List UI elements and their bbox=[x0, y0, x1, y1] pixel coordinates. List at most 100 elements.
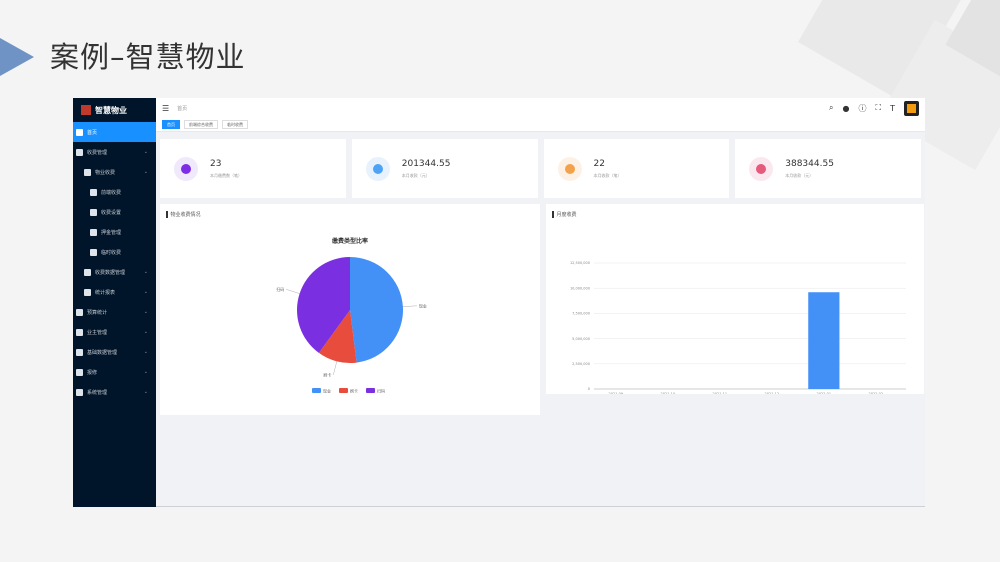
search-icon[interactable]: ⌕ bbox=[829, 103, 834, 112]
menu-toggle-icon[interactable]: ☰ bbox=[162, 103, 170, 113]
fullscreen-icon[interactable]: ⛶ bbox=[875, 103, 882, 112]
sidebar-item[interactable]: 收费设置 bbox=[73, 202, 156, 222]
sidebar-item[interactable]: 系统管理 ⌄ bbox=[73, 382, 156, 402]
sidebar-item[interactable]: 基础数据管理 ⌄ bbox=[73, 342, 156, 362]
stat-value: 388344.55 bbox=[785, 158, 834, 169]
sidebar: 智慧物业 首页 收费管理 ⌄ 物业收费 ⌄ 前端收费收费设置押金管理临时收费收费数据管理 ⌄… bbox=[73, 98, 156, 507]
stat-label: 本月收款（元） bbox=[785, 172, 814, 178]
sidebar-item[interactable]: 押金管理 bbox=[73, 222, 156, 242]
stat-card: 23 本月缴费数（笔） bbox=[160, 139, 346, 198]
help-icon[interactable]: ⓘ bbox=[858, 103, 867, 113]
stat-card: 22 本月收款（笔） bbox=[543, 139, 730, 198]
user-icon bbox=[76, 328, 83, 336]
grid-icon bbox=[84, 268, 91, 276]
money-icon bbox=[76, 148, 83, 156]
legend-label[interactable]: 现金 bbox=[323, 388, 331, 394]
y-tick-label: 0 bbox=[588, 387, 590, 391]
legend-label[interactable]: 扫码 bbox=[377, 388, 385, 394]
sidebar-item[interactable]: 报修 ⌄ bbox=[73, 362, 156, 382]
stat-card-icon bbox=[557, 156, 582, 181]
stat-cards: 23 本月缴费数（笔） 201344.55 本月收款（元） 22 本月收款（笔） 38834… bbox=[156, 139, 925, 198]
tag-item[interactable]: 前端综合收费 bbox=[184, 120, 218, 129]
legend-label[interactable]: 刷卡 bbox=[350, 388, 358, 394]
sidebar-item-label: 统计报表 bbox=[95, 289, 116, 296]
chevron-down-icon: ⌄ bbox=[143, 329, 148, 335]
stat-card-icon bbox=[174, 156, 198, 181]
pie-label: 刷卡 bbox=[323, 371, 331, 377]
stat-card-icon bbox=[749, 156, 774, 181]
database-icon bbox=[76, 348, 83, 356]
stat-icon-dot bbox=[756, 163, 767, 174]
tag-item[interactable]: 首页 bbox=[162, 120, 180, 129]
pie-slice[interactable] bbox=[297, 257, 350, 353]
sidebar-item-label: 基础数据管理 bbox=[87, 349, 118, 356]
chevron-down-icon: ⌄ bbox=[143, 169, 148, 175]
x-tick-label: 2021-10 bbox=[661, 392, 676, 394]
bar[interactable] bbox=[808, 292, 840, 389]
bar-chart: 0 2,500,000 5,000,000 7,500,000 10,000,000 12… bbox=[570, 261, 906, 394]
sidebar-item[interactable]: 首页 bbox=[73, 122, 156, 142]
sidebar-item-label: 物业收费 bbox=[95, 169, 116, 176]
stat-icon-dot bbox=[372, 163, 383, 174]
sidebar-item-label: 收费设置 bbox=[101, 209, 122, 216]
x-tick-label: 2022-01 bbox=[817, 392, 832, 394]
slide-title: 案例–智慧物业 bbox=[50, 40, 246, 74]
tag-item[interactable]: 临时收费 bbox=[222, 120, 248, 129]
chart-icon bbox=[76, 308, 83, 316]
stat-value: 22 bbox=[593, 158, 605, 169]
chevron-down-icon: ⌄ bbox=[143, 349, 148, 355]
pie-label-line bbox=[333, 361, 338, 375]
sidebar-item[interactable]: 统计报表 ⌄ bbox=[73, 282, 156, 302]
stat-icon-dot bbox=[181, 163, 191, 174]
toolbar: ⌕ ● ⓘ ⛶ T bbox=[829, 100, 919, 116]
sidebar-item[interactable]: 前端收费 bbox=[73, 182, 156, 202]
sidebar-item[interactable]: 收费管理 ⌄ bbox=[73, 142, 156, 162]
github-icon[interactable]: ● bbox=[842, 103, 850, 113]
sidebar-item-label: 前端收费 bbox=[101, 189, 122, 196]
document-icon bbox=[90, 228, 97, 236]
legend-swatch[interactable] bbox=[366, 388, 375, 393]
chevron-down-icon: ⌄ bbox=[143, 269, 148, 275]
sidebar-item[interactable]: 业主管理 ⌄ bbox=[73, 322, 156, 342]
bar-panel-title: 月度收费 bbox=[546, 204, 924, 225]
tool-icon bbox=[76, 368, 83, 376]
sidebar-item-label: 报修 bbox=[87, 369, 98, 376]
font-size-icon[interactable]: T bbox=[890, 103, 895, 113]
pie-slice[interactable] bbox=[350, 257, 404, 363]
y-tick-label: 5,000,000 bbox=[572, 337, 590, 341]
logo-icon bbox=[81, 105, 91, 115]
stat-card-body: 388344.55 本月收款（元） bbox=[785, 159, 834, 179]
x-tick-label: 2021-12 bbox=[765, 392, 780, 394]
avatar[interactable] bbox=[904, 100, 919, 116]
y-tick-label: 2,500,000 bbox=[572, 362, 590, 366]
sidebar-item-label: 临时收费 bbox=[101, 249, 122, 256]
pie-label: 现金 bbox=[419, 302, 427, 308]
scroll-shadow bbox=[156, 506, 925, 507]
legend-swatch[interactable] bbox=[312, 388, 321, 393]
chevron-down-icon: ⌄ bbox=[143, 289, 148, 295]
stat-value: 23 bbox=[210, 158, 222, 169]
pie-label: 扫码 bbox=[276, 286, 284, 292]
sidebar-item[interactable]: 物业收费 ⌄ bbox=[73, 162, 156, 182]
sidebar-item-label: 预算统计 bbox=[87, 309, 108, 316]
sidebar-item-label: 系统管理 bbox=[87, 389, 108, 396]
stat-card: 388344.55 本月收款（元） bbox=[735, 139, 921, 198]
app-logo: 智慧物业 bbox=[73, 98, 156, 122]
chevron-down-icon: ⌄ bbox=[143, 369, 148, 375]
chevron-down-icon: ⌄ bbox=[143, 309, 148, 315]
stat-value: 201344.55 bbox=[401, 158, 451, 169]
legend-swatch[interactable] bbox=[339, 388, 348, 393]
breadcrumb[interactable]: 首页 bbox=[177, 105, 188, 112]
scissors-icon bbox=[90, 188, 97, 196]
pie-label-line bbox=[402, 305, 417, 307]
sidebar-item-label: 押金管理 bbox=[101, 229, 122, 236]
gear-icon bbox=[76, 388, 83, 396]
sidebar-item[interactable]: 预算统计 ⌄ bbox=[73, 302, 156, 322]
chevron-down-icon: ⌄ bbox=[143, 389, 148, 395]
sidebar-item[interactable]: 临时收费 bbox=[73, 242, 156, 262]
sidebar-menu: 首页 收费管理 ⌄ 物业收费 ⌄ 前端收费收费设置押金管理临时收费收费数据管理 ⌄ 统计报表 ⌄… bbox=[73, 122, 156, 402]
stat-card-icon bbox=[365, 156, 390, 181]
pie-slice[interactable] bbox=[318, 310, 357, 363]
sidebar-item[interactable]: 收费数据管理 ⌄ bbox=[73, 262, 156, 282]
